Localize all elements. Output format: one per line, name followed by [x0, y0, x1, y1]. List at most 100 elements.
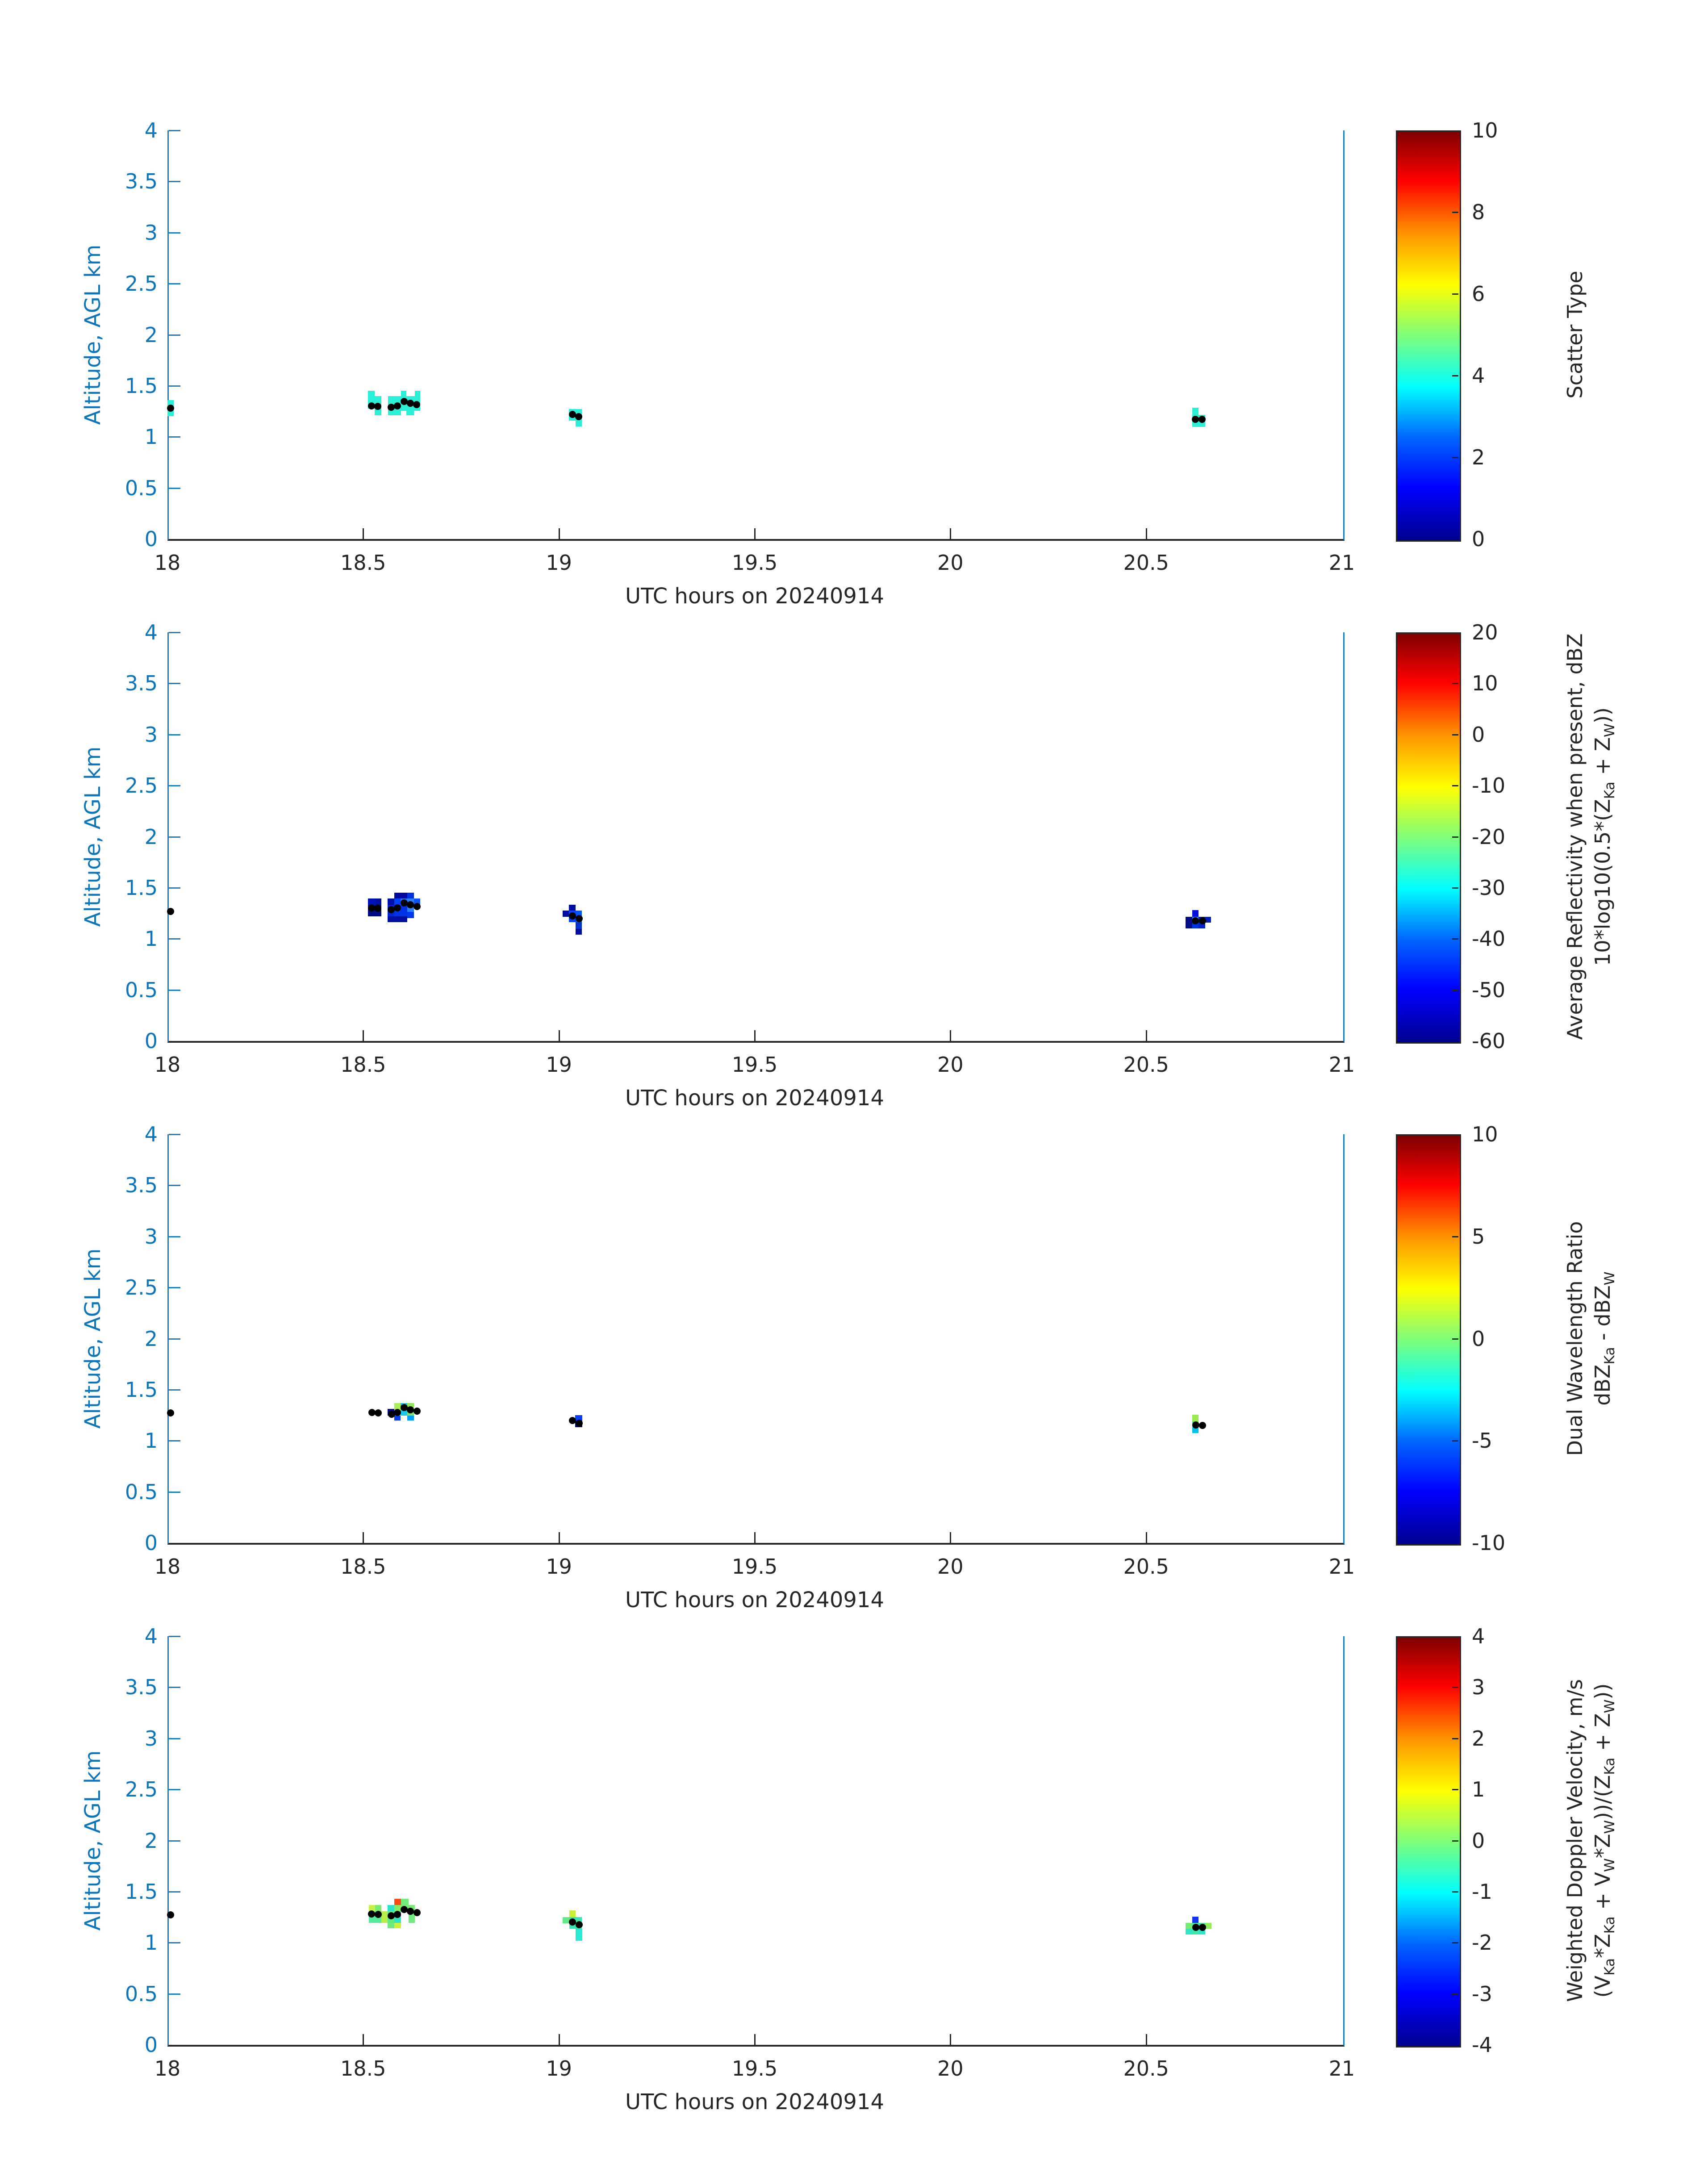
data-cell [407, 1415, 414, 1421]
data-dot [1199, 1421, 1206, 1429]
data-dot [406, 901, 414, 908]
y-tick-label: 2.5 [125, 1275, 158, 1300]
colorbar-tick-mark [1452, 1789, 1458, 1791]
data-dot [1199, 1923, 1206, 1931]
y-tick-label: 3.5 [125, 1173, 158, 1198]
data-cell [1205, 1923, 1212, 1929]
data-cell [375, 1905, 381, 1912]
data-dot [413, 903, 421, 910]
x-tick-mark [950, 1532, 952, 1543]
data-cell [394, 1898, 401, 1905]
x-tick-mark [558, 528, 560, 539]
y-tick-label: 0.5 [125, 1479, 158, 1504]
data-dot [406, 399, 414, 407]
x-tick-label: 21 [1328, 1554, 1355, 1579]
x-tick-label: 18.5 [340, 551, 386, 575]
y-tick-mark [169, 1636, 180, 1637]
y-tick-label: 1 [144, 927, 158, 951]
y-tick-label: 2 [144, 824, 158, 849]
x-tick-mark [558, 2034, 560, 2045]
data-dot [413, 1909, 421, 1916]
data-dot [393, 904, 401, 911]
data-dot [569, 410, 576, 418]
x-tick-label: 19.5 [731, 1554, 778, 1579]
x-tick-mark [754, 1532, 756, 1543]
data-dot [569, 1417, 576, 1424]
x-tick-label: 18.5 [340, 1554, 386, 1579]
colorbar-tick-label: 3 [1472, 1675, 1485, 1700]
data-cell [368, 1905, 375, 1912]
y-tick-label: 4 [144, 1122, 158, 1146]
data-cell [407, 893, 414, 899]
x-tick-label: 19.5 [731, 551, 778, 575]
colorbar-tick-mark [1452, 375, 1458, 376]
colorbar-tick-mark [1452, 683, 1458, 685]
x-tick-mark [950, 2034, 952, 2045]
data-cell [1192, 923, 1199, 929]
x-tick-label: 18.5 [340, 1053, 386, 1077]
colorbar-label-line: dBZKa - dBZW [1591, 1271, 1618, 1406]
colorbar-tick-label: 8 [1472, 200, 1485, 224]
data-dot [400, 1404, 408, 1411]
y-tick-mark [169, 1134, 180, 1135]
data-dot [576, 1921, 583, 1928]
data-dot [1192, 1421, 1199, 1429]
x-tick-mark [1145, 2034, 1147, 2045]
x-tick-mark [754, 1030, 756, 1041]
data-cell [1192, 1917, 1199, 1923]
panel-1-plot-area [167, 130, 1345, 541]
colorbar-tick-label: 2 [1472, 445, 1485, 469]
y-tick-label: 3 [144, 1224, 158, 1249]
data-cell [1186, 1929, 1193, 1935]
y-tick-label: 1 [144, 1429, 158, 1453]
y-tick-label: 0.5 [125, 978, 158, 1002]
colorbar [1396, 1134, 1461, 1546]
y-tick-mark [169, 632, 180, 633]
y-tick-label: 2 [144, 322, 158, 347]
x-tick-label: 18 [154, 1053, 181, 1077]
colorbar-tick-label: 1 [1472, 1777, 1485, 1802]
data-dot [367, 402, 375, 409]
data-dot [374, 905, 381, 912]
data-dot [569, 1918, 576, 1926]
y-tick-mark [169, 1287, 180, 1289]
colorbar-label: Weighted Doppler Velocity, m/s (VKa*ZKa +… [1561, 1636, 1624, 2045]
colorbar-tick-mark [1452, 1236, 1458, 1237]
colorbar-label-line: (VKa*ZKa + VW*ZW))/(ZKa + ZW)) [1591, 1683, 1618, 1998]
data-cell [1192, 1415, 1199, 1421]
y-axis-label: Altitude, AGL km [80, 746, 105, 927]
y-tick-label: 2 [144, 1326, 158, 1351]
y-tick-label: 1.5 [125, 1377, 158, 1402]
data-cell [367, 898, 376, 905]
x-tick-label: 21 [1328, 1053, 1355, 1077]
data-cell [387, 898, 394, 905]
y-tick-mark [169, 1338, 180, 1340]
colorbar-tick-mark [1452, 1687, 1458, 1688]
y-tick-label: 4 [144, 620, 158, 644]
colorbar-tick-mark [1452, 1993, 1458, 1995]
x-tick-label: 21 [1328, 2056, 1355, 2081]
y-tick-mark [169, 436, 180, 438]
x-tick-mark [754, 2034, 756, 2045]
data-dot [1192, 415, 1199, 423]
y-tick-mark [169, 181, 180, 183]
x-tick-label: 18 [154, 551, 181, 575]
colorbar-tick-label: 4 [1472, 364, 1485, 388]
data-cell [576, 420, 582, 426]
y-tick-label: 2.5 [125, 272, 158, 296]
data-cell [563, 911, 569, 917]
data-cell [375, 898, 381, 905]
colorbar-tick-mark [1452, 836, 1458, 838]
data-cell [394, 1905, 401, 1912]
x-axis-label: UTC hours on 20240914 [625, 2089, 884, 2114]
data-dot [393, 1910, 401, 1918]
colorbar-tick-label: -20 [1472, 824, 1506, 849]
y-tick-mark [169, 283, 180, 285]
colorbar-tick-label: 10 [1472, 671, 1498, 696]
data-dot [406, 1406, 414, 1413]
data-cell [569, 905, 576, 911]
x-tick-label: 18.5 [340, 2056, 386, 2081]
y-tick-mark [169, 836, 180, 838]
colorbar [1396, 632, 1461, 1044]
